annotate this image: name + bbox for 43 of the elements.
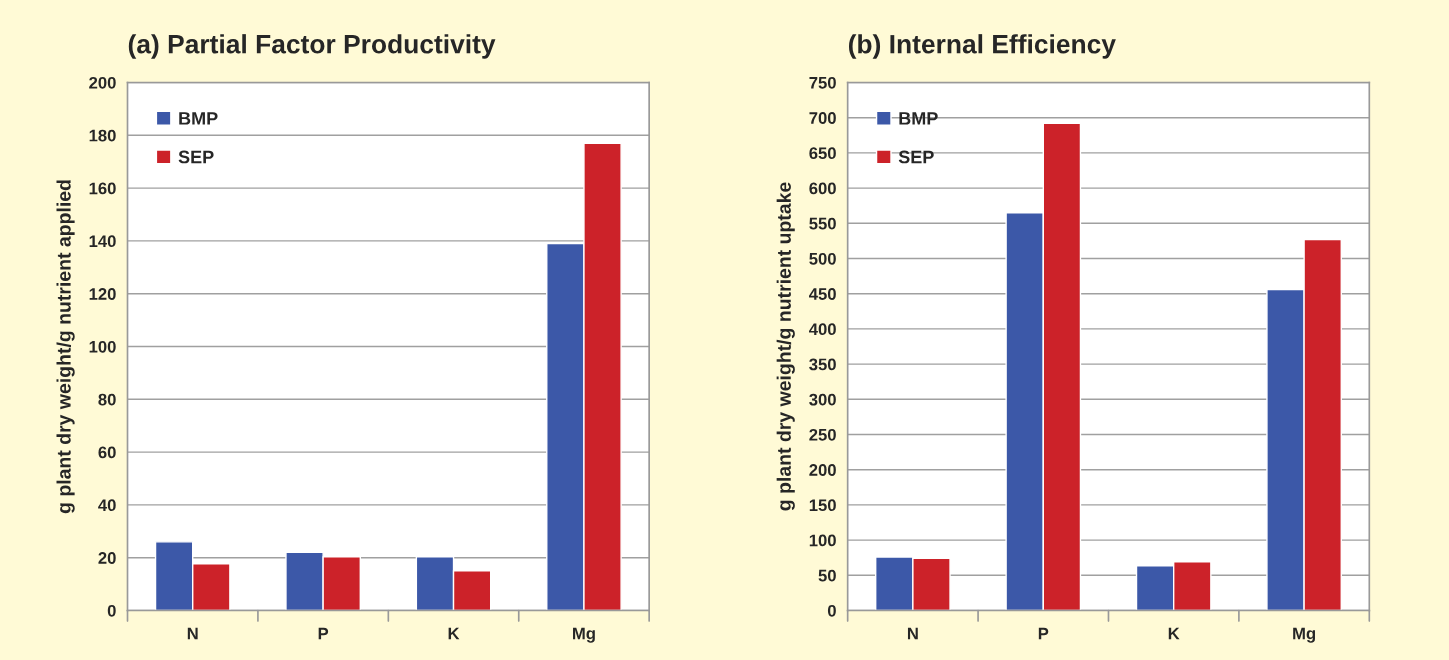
y-tick-label: 600 [809,182,836,195]
chart-title: (a) Partial Factor Productivity [128,34,496,59]
x-tick-label: K [448,627,460,640]
y-tick-label: 120 [89,288,116,300]
y-tick-label: 60 [98,446,116,459]
y-tick-label: 40 [98,499,116,512]
y-tick-label: 160 [89,182,116,195]
y-tick-label: 0 [107,604,116,617]
y-tick-label: 450 [809,288,836,300]
y-tick-label: 550 [809,217,836,230]
y-tick-label: 500 [809,252,836,265]
y-tick-label: 700 [809,112,836,124]
y-tick-label: 180 [89,129,116,142]
legend-label: BMP [179,112,218,125]
legend-label: SEP [898,150,934,164]
y-tick-label: 200 [809,464,836,476]
x-tick-label: N [907,627,918,640]
y-tick-label: 400 [809,323,836,336]
y-tick-label: 250 [809,428,836,441]
x-tick-label: P [318,627,329,640]
x-tick-label: Mg [573,627,595,643]
y-tick-label: 50 [818,569,836,582]
y-tick-label: 100 [809,534,836,547]
y-tick-label: 100 [89,340,116,353]
y-tick-label: 80 [98,393,116,406]
y-tick-label: 650 [809,147,836,160]
y-axis-title: g plant dry weight/g nutrient uptake [776,182,795,511]
chart-title: (b) Internal Efficiency [848,34,1116,59]
x-tick-label: N [187,627,198,640]
y-tick-label: 20 [98,552,116,564]
y-axis-title: g plant dry weight/g nutrient applied [56,180,75,514]
y-tick-label: 750 [809,76,836,89]
y-tick-label: 350 [809,358,836,371]
legend-label: BMP [899,112,938,125]
x-tick-label: Mg [1293,627,1316,643]
legend-label: SEP [178,150,214,164]
y-tick-label: 0 [827,604,836,617]
y-tick-label: 140 [89,235,116,248]
y-tick-label: 200 [89,76,116,89]
x-tick-label: P [1038,627,1049,640]
y-tick-label: 150 [809,499,836,512]
y-tick-label: 300 [809,393,836,406]
x-tick-label: K [1168,627,1180,640]
